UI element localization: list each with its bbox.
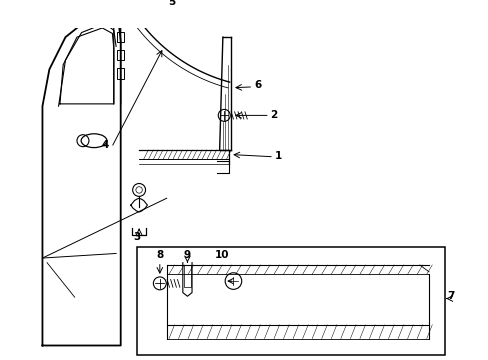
- Text: 9: 9: [183, 250, 191, 260]
- Text: 10: 10: [215, 250, 229, 260]
- Text: 4: 4: [102, 140, 109, 150]
- Bar: [137, 247, 444, 355]
- Bar: [117, 50, 124, 60]
- Bar: [117, 68, 124, 78]
- Text: 1: 1: [274, 151, 282, 161]
- Text: 6: 6: [254, 80, 261, 90]
- Text: 3: 3: [133, 231, 140, 242]
- Text: 8: 8: [156, 250, 163, 260]
- Bar: [117, 32, 124, 42]
- Text: 5: 5: [168, 0, 176, 7]
- Text: 7: 7: [447, 292, 454, 301]
- Text: 2: 2: [270, 110, 277, 120]
